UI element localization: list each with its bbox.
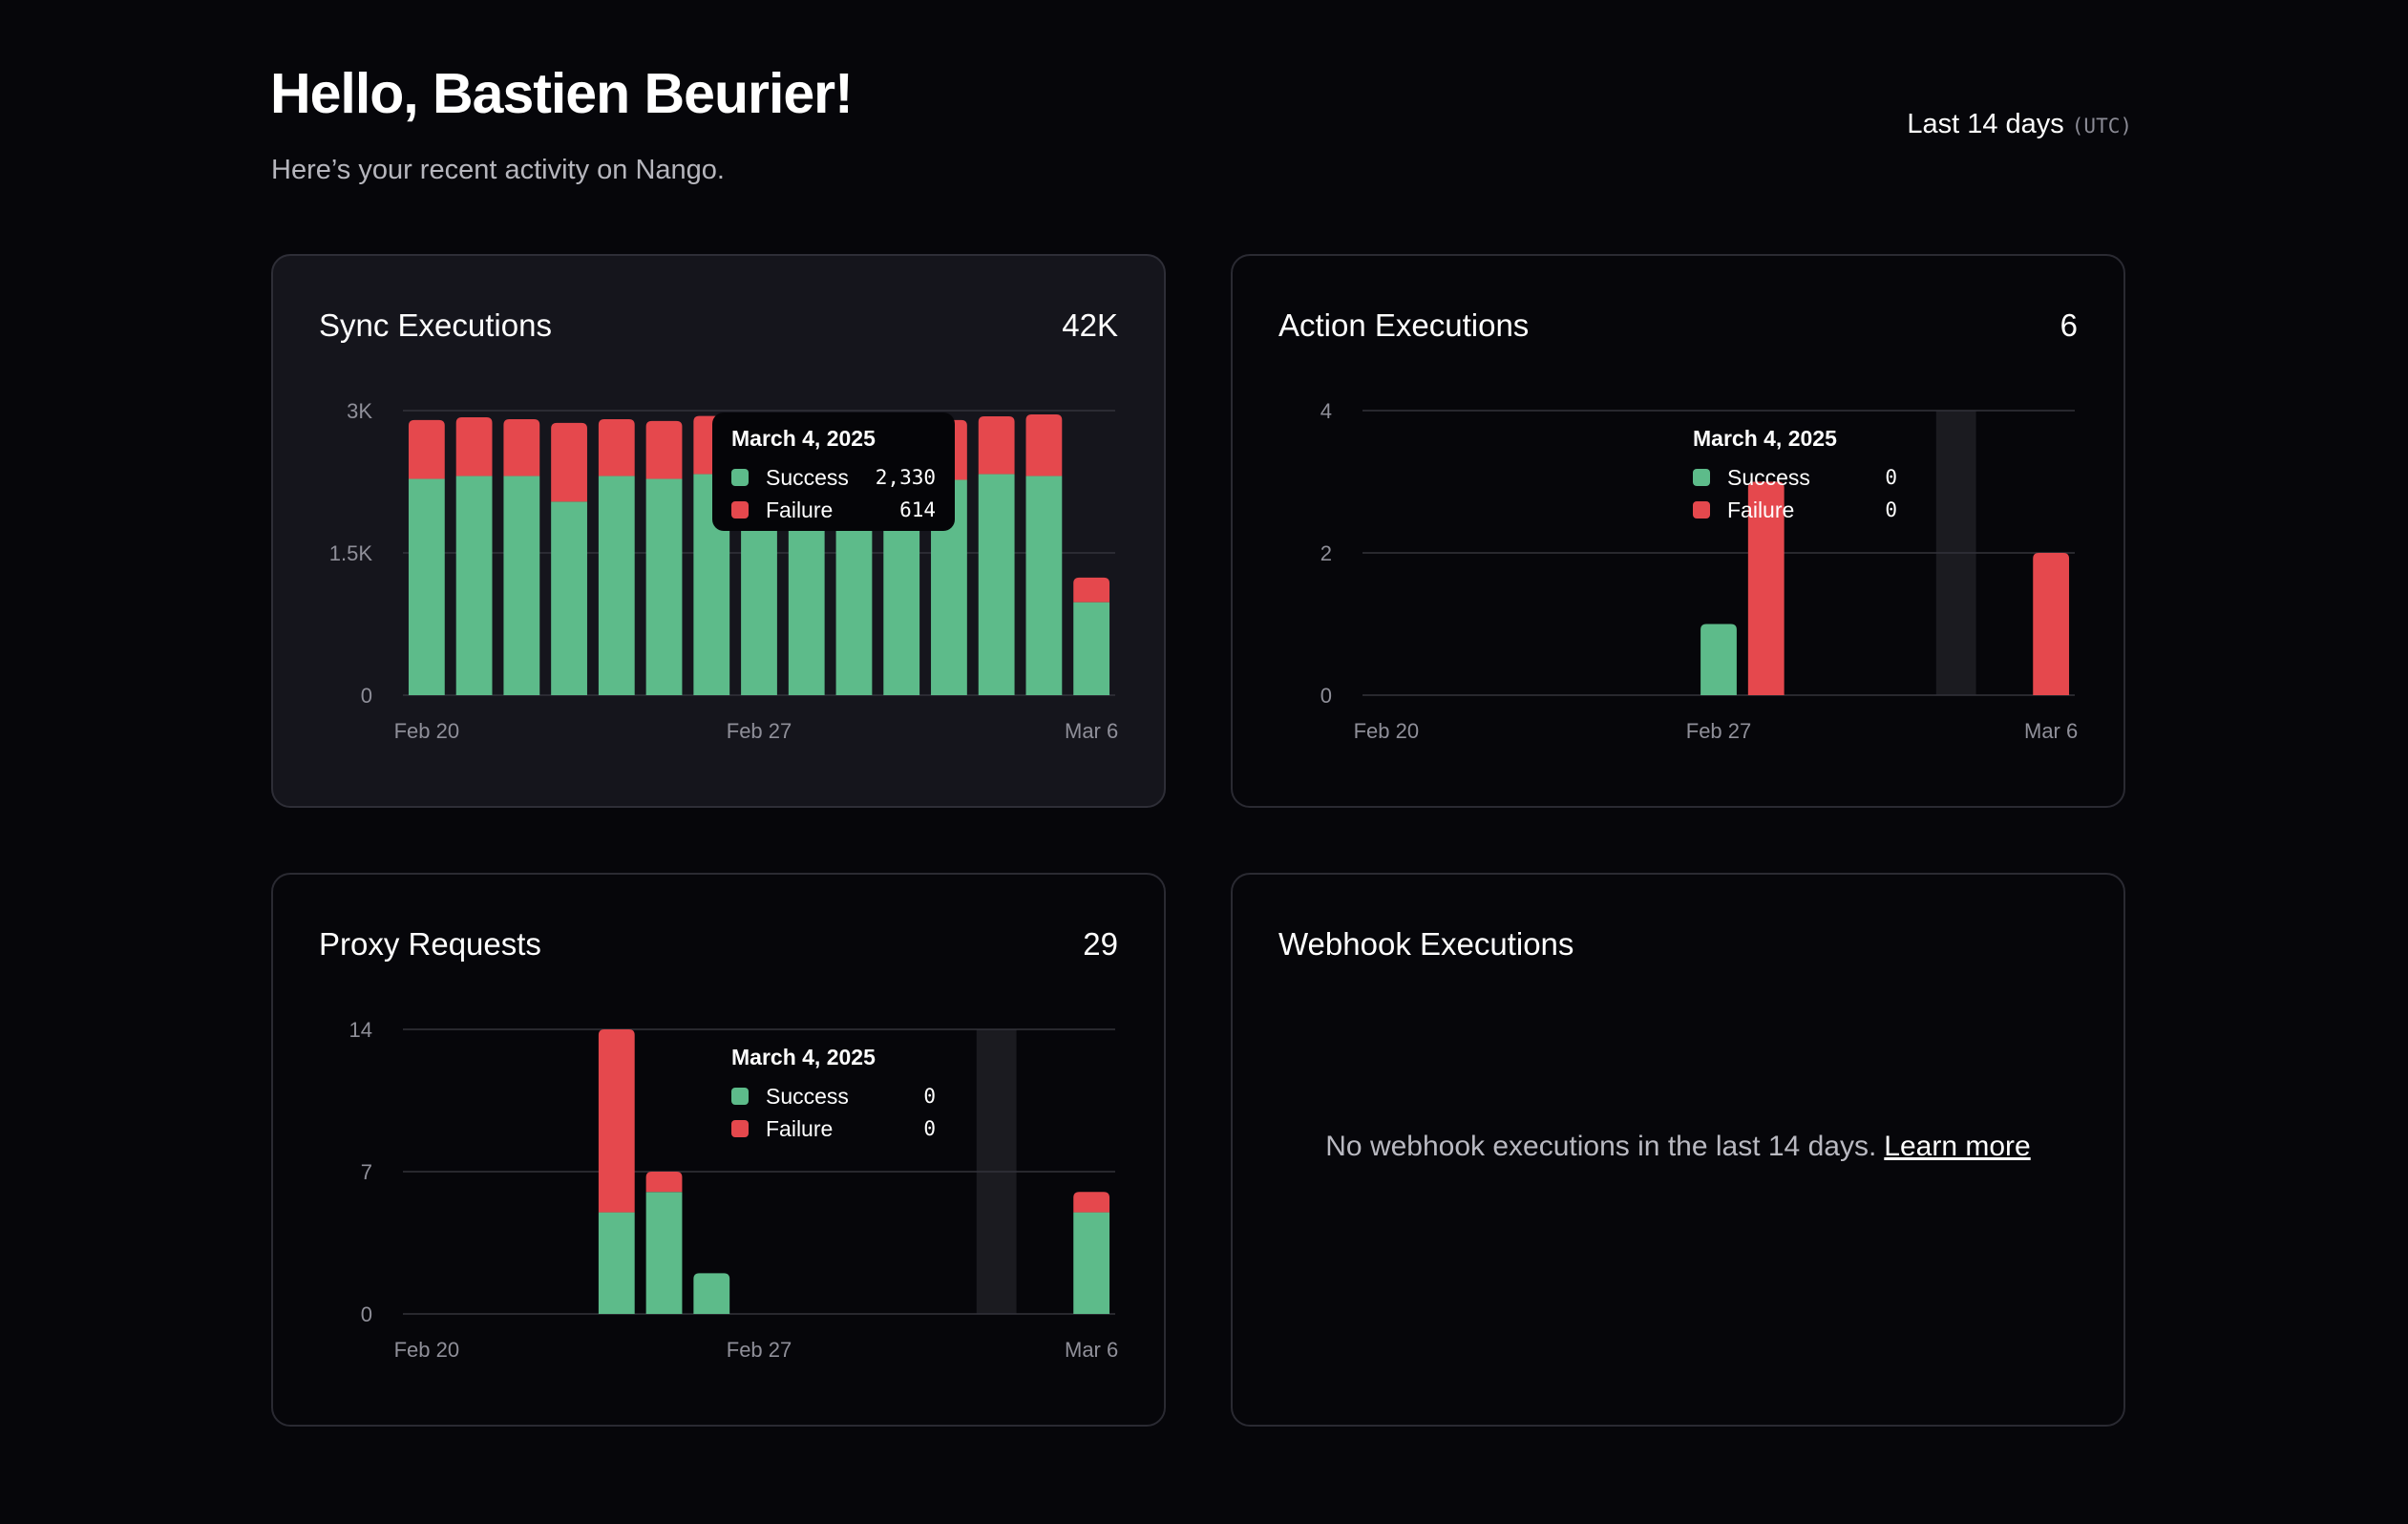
timezone-label: (UTC)	[2071, 115, 2132, 138]
tooltip-success-value: 0	[1885, 466, 1897, 489]
bar-failure[interactable]	[455, 416, 493, 476]
tooltip-failure-label: Failure	[766, 1115, 834, 1141]
failure-swatch	[731, 501, 749, 519]
bar-success[interactable]	[1073, 1212, 1110, 1314]
tooltip-failure-row: Failure 614	[731, 494, 936, 526]
tooltip-failure-label: Failure	[766, 497, 834, 522]
chart-tooltip: March 4, 2025 Success 0 Failure 0	[712, 1031, 955, 1150]
x-tick-label: Feb 27	[727, 719, 792, 743]
bar-success[interactable]	[1700, 624, 1737, 696]
learn-more-link[interactable]: Learn more	[1884, 1131, 2031, 1162]
tooltip-date: March 4, 2025	[1693, 426, 1837, 451]
tooltip-failure-value: 0	[923, 1117, 936, 1140]
failure-swatch	[731, 1120, 749, 1137]
tooltip-success-value: 0	[923, 1085, 936, 1108]
sync-executions-chart[interactable]: 0 1.5K 3K Feb 20 Feb 27 Mar 6	[273, 256, 1168, 810]
date-range-label: Last 14 days	[1907, 109, 2064, 139]
chart-tooltip: March 4, 2025 Success 2,330 Failure 614	[712, 413, 955, 531]
tooltip-failure-label: Failure	[1727, 497, 1795, 522]
card-total: 6	[2059, 307, 2078, 343]
bar-failure[interactable]	[598, 1029, 635, 1213]
tooltip-success-row: Success 0	[731, 1080, 936, 1112]
sync-executions-card[interactable]: Sync Executions 42K 0 1.5K 3K Feb 20 Feb 27 M…	[271, 254, 1166, 808]
x-tick-label: Feb 20	[394, 1338, 460, 1362]
tooltip-date: March 4, 2025	[731, 426, 876, 451]
success-swatch	[731, 469, 749, 486]
bar-success[interactable]	[1025, 476, 1063, 695]
failure-swatch	[1693, 501, 1710, 519]
proxy-requests-chart[interactable]: 0 7 14 Feb 20 Feb 27 Mar 6	[273, 875, 1168, 1429]
bar-failure[interactable]	[551, 422, 587, 502]
action-executions-chart[interactable]: 0 2 4 Feb 20 Feb 27 Mar 6	[1233, 256, 2127, 810]
x-tick-label: Feb 27	[727, 1338, 792, 1362]
tooltip-success-label: Success	[1727, 464, 1810, 490]
bar-failure[interactable]	[1747, 481, 1785, 696]
bar-failure[interactable]	[978, 415, 1015, 475]
page-subtitle: Here’s your recent activity on Nango.	[271, 155, 725, 185]
tooltip-failure-row: Failure 0	[731, 1112, 936, 1145]
bar-failure[interactable]	[1025, 413, 1063, 476]
x-tick-label: Mar 6	[1065, 1338, 1118, 1362]
bar-success[interactable]	[978, 474, 1015, 695]
card-title: Webhook Executions	[1278, 926, 1574, 962]
page-title: Hello, Bastien Beurier!	[270, 62, 854, 125]
x-tick-label: Mar 6	[2024, 719, 2078, 743]
bar-success[interactable]	[598, 476, 635, 695]
x-tick-label: Feb 27	[1686, 719, 1752, 743]
bar-success[interactable]	[645, 1192, 683, 1314]
bar-success[interactable]	[645, 478, 683, 695]
tooltip-success-label: Success	[766, 464, 849, 490]
date-range-selector[interactable]: Last 14 days (UTC)	[1907, 109, 2132, 140]
bar-failure[interactable]	[598, 418, 635, 476]
tooltip-failure-value: 0	[1885, 498, 1897, 521]
card-total: 42K	[1062, 307, 1118, 343]
bar-success[interactable]	[1073, 602, 1110, 695]
bar-failure[interactable]	[503, 418, 540, 476]
tooltip-success-row: Success 0	[1693, 461, 1897, 494]
y-tick-label: 7	[361, 1160, 372, 1184]
bar-success[interactable]	[693, 1273, 730, 1314]
success-swatch	[1693, 469, 1710, 486]
success-swatch	[731, 1088, 749, 1105]
tooltip-failure-row: Failure 0	[1693, 494, 1897, 526]
bar-failure[interactable]	[408, 419, 445, 479]
y-tick-label: 14	[349, 1018, 372, 1042]
tooltip-success-label: Success	[766, 1083, 849, 1109]
chart-tooltip: March 4, 2025 Success 0 Failure 0	[1674, 413, 1916, 531]
webhook-executions-card: Webhook Executions No webhook executions…	[1231, 873, 2125, 1427]
tooltip-success-value: 2,330	[875, 466, 936, 489]
bar-failure[interactable]	[645, 420, 683, 479]
bar-success[interactable]	[503, 476, 540, 695]
tooltip-success-row: Success 2,330	[731, 461, 936, 494]
y-tick-label: 1.5K	[329, 541, 373, 565]
tooltip-date: March 4, 2025	[731, 1045, 876, 1069]
bar-success[interactable]	[408, 478, 445, 695]
x-tick-label: Feb 20	[394, 719, 460, 743]
proxy-requests-card[interactable]: Proxy Requests 29 0 7 14 Feb 20 Feb 27 Mar 6 …	[271, 873, 1166, 1427]
y-tick-label: 3K	[347, 399, 372, 423]
y-tick-label: 0	[361, 1302, 372, 1326]
x-tick-label: Feb 20	[1354, 719, 1420, 743]
empty-state: No webhook executions in the last 14 day…	[1233, 1131, 2123, 1163]
y-tick-label: 0	[361, 684, 372, 708]
action-executions-card[interactable]: Action Executions 6 0 2 4 Feb 20 Feb 27 Mar 6…	[1231, 254, 2125, 808]
empty-state-message: No webhook executions in the last 14 day…	[1325, 1131, 1877, 1162]
y-tick-label: 0	[1320, 684, 1332, 708]
bar-failure[interactable]	[1073, 1192, 1110, 1213]
x-tick-label: Mar 6	[1065, 719, 1118, 743]
bar-success[interactable]	[598, 1212, 635, 1314]
bar-success[interactable]	[551, 501, 587, 695]
y-tick-label: 4	[1320, 399, 1332, 423]
card-title: Sync Executions	[319, 307, 552, 343]
tooltip-failure-value: 614	[899, 498, 936, 521]
card-total: 29	[1083, 926, 1118, 962]
card-title: Action Executions	[1278, 307, 1530, 343]
bar-failure[interactable]	[645, 1172, 683, 1193]
bar-success[interactable]	[455, 476, 493, 695]
bar-failure[interactable]	[2033, 553, 2070, 695]
card-title: Proxy Requests	[319, 926, 541, 962]
y-tick-label: 2	[1320, 541, 1332, 565]
bar-failure[interactable]	[1073, 577, 1110, 603]
